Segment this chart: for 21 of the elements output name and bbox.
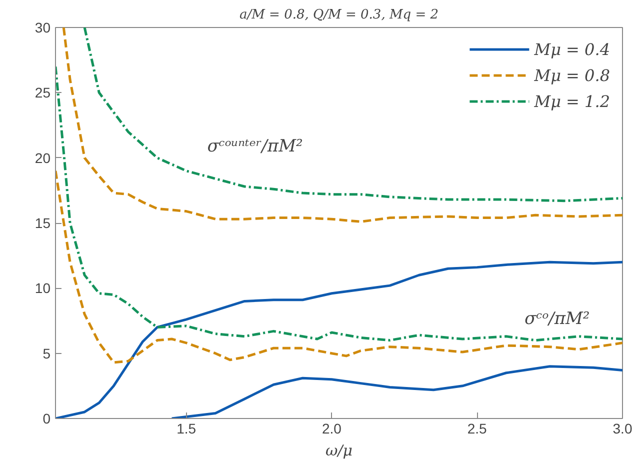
x-tick-label: 2.5 <box>467 420 488 436</box>
y-tick-label: 10 <box>34 280 51 296</box>
x-tick-label: 2.0 <box>322 420 342 436</box>
legend-label: Mμ = 1.2 <box>534 92 610 110</box>
y-tick-label: 20 <box>34 150 51 166</box>
x-tick-label: 1.5 <box>176 420 196 436</box>
line-series <box>56 170 622 364</box>
y-tick-label: 15 <box>34 215 51 231</box>
x-axis-title: ω/μ <box>325 442 353 460</box>
y-tick-label: 0 <box>42 410 51 426</box>
line-series <box>56 65 622 342</box>
chart-title: a/M = 0.8, Q/M = 0.3, Mq = 2 <box>239 8 439 22</box>
annotation: σᶜᵒᵘⁿᵗᵉʳ/πM² <box>207 136 303 156</box>
legend-label: Mμ = 0.4 <box>534 40 610 58</box>
y-tick-label: 30 <box>34 20 51 36</box>
line-series <box>170 365 622 418</box>
y-tick-label: 25 <box>34 84 51 101</box>
y-tick-label: 5 <box>42 345 51 362</box>
legend-label: Mμ = 0.8 <box>534 66 610 84</box>
annotation: σᶜᵒ/πM² <box>524 308 590 329</box>
x-tick-label: 3.0 <box>612 420 632 436</box>
